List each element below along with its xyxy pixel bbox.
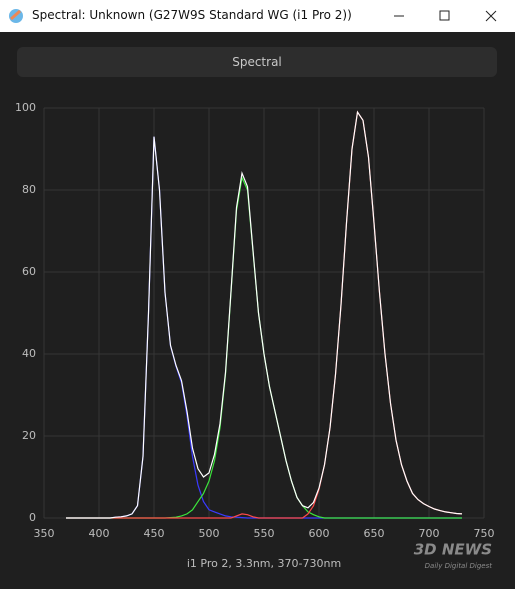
x-tick-label: 750 bbox=[474, 527, 495, 540]
x-tick-label: 550 bbox=[254, 527, 275, 540]
x-tick-label: 400 bbox=[89, 527, 110, 540]
spectral-button[interactable]: Spectral bbox=[17, 47, 497, 77]
x-tick-label: 700 bbox=[419, 527, 440, 540]
y-tick-label: 60 bbox=[22, 265, 36, 278]
x-tick-label: 350 bbox=[34, 527, 55, 540]
y-tick-label: 20 bbox=[22, 429, 36, 442]
window-title: Spectral: Unknown (G27W9S Standard WG (i… bbox=[32, 8, 352, 22]
x-tick-label: 650 bbox=[364, 527, 385, 540]
maximize-button[interactable] bbox=[439, 10, 450, 21]
close-button[interactable] bbox=[485, 10, 497, 22]
y-tick-label: 40 bbox=[22, 347, 36, 360]
watermark-tagline: Daily Digital Digest bbox=[425, 562, 493, 570]
title-bar: Spectral: Unknown (G27W9S Standard WG (i… bbox=[0, 0, 515, 32]
x-tick-label: 450 bbox=[144, 527, 165, 540]
y-tick-label: 80 bbox=[22, 183, 36, 196]
title-bar-icons bbox=[9, 9, 497, 23]
x-tick-label: 500 bbox=[199, 527, 220, 540]
y-tick-label: 0 bbox=[29, 511, 36, 524]
y-tick-label: 100 bbox=[15, 101, 36, 114]
app-icon-stripe bbox=[10, 9, 21, 21]
x-axis-label: i1 Pro 2, 3.3nm, 370-730nm bbox=[187, 557, 341, 570]
watermark-brand: 3D NEWS bbox=[414, 541, 492, 559]
spectrum-line bbox=[66, 110, 463, 519]
chart: 0 20 40 60 80 100 350 400 450 500 550 600 650 700 750 i… bbox=[0, 90, 515, 589]
x-tick-label: 600 bbox=[309, 527, 330, 540]
chart-background bbox=[0, 90, 515, 589]
